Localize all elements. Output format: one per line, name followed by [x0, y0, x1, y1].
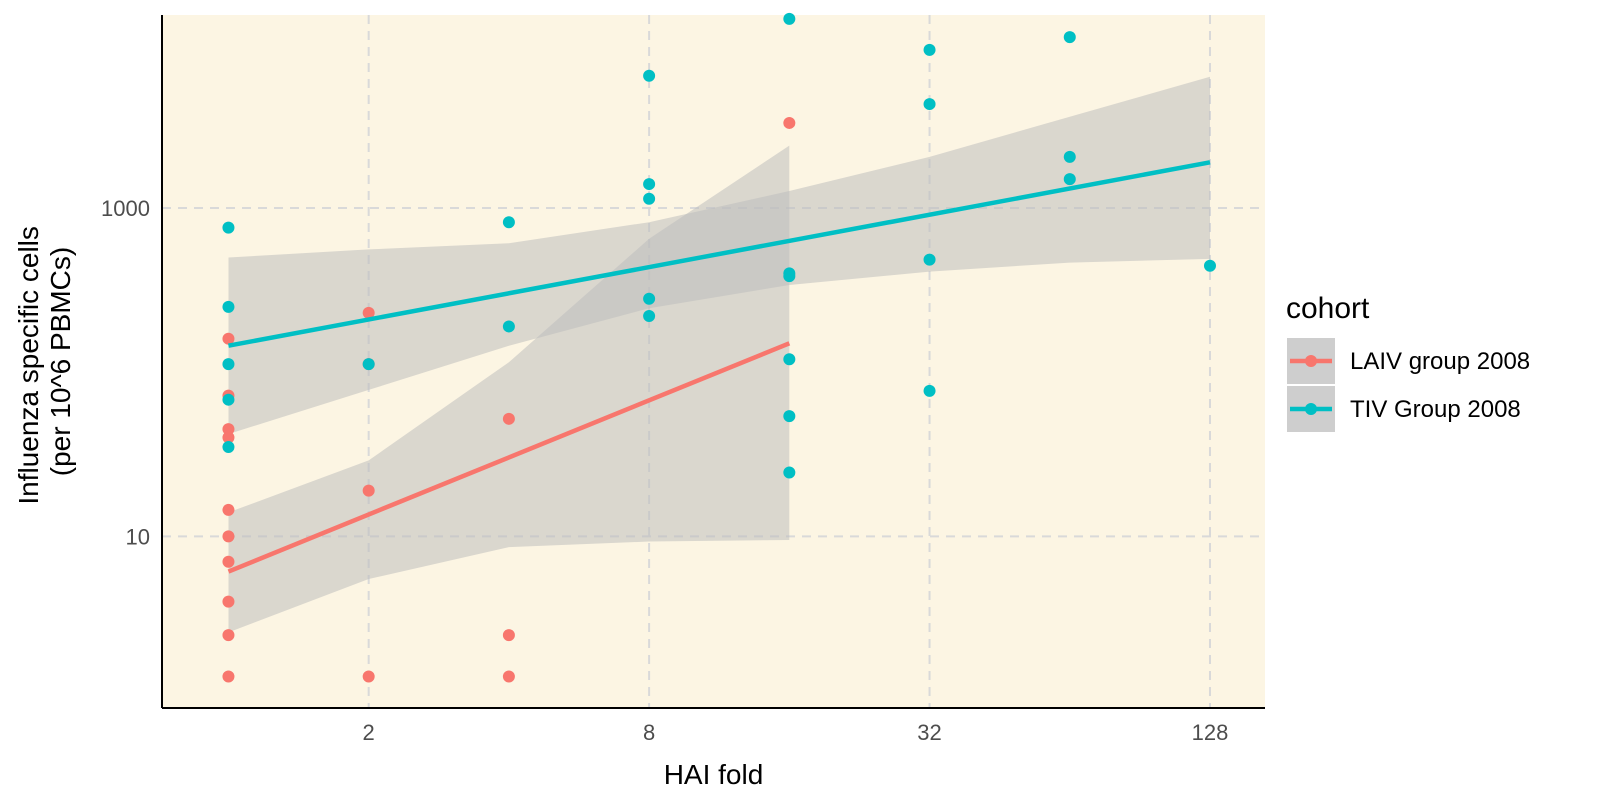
data-point-series-2 [783, 410, 796, 423]
data-points [222, 12, 1216, 683]
data-point-series-2 [362, 358, 375, 371]
data-point-series-2 [783, 12, 796, 25]
data-point-series-1 [502, 629, 515, 642]
legend-label: TIV Group 2008 [1350, 396, 1521, 423]
legend-items: LAIV group 2008 TIV Group 2008 [1287, 338, 1530, 432]
y-axis-ticks: 10 1000 [101, 196, 150, 549]
data-point-series-1 [222, 431, 235, 444]
legend-key-point [1305, 403, 1317, 415]
x-tick-label: 8 [643, 720, 655, 745]
data-point-series-2 [643, 69, 656, 82]
data-point-series-1 [222, 332, 235, 345]
data-point-series-2 [923, 384, 936, 397]
fit-line-series-2 [228, 160, 1211, 348]
data-point-series-2 [222, 441, 235, 454]
y-axis-title-line1: Influenza specific cells [13, 226, 44, 505]
legend-item-2: TIV Group 2008 [1287, 386, 1521, 432]
data-point-series-2 [923, 43, 936, 56]
data-point-series-2 [643, 292, 656, 305]
x-tick-label: 2 [363, 720, 375, 745]
y-tick-label: 10 [126, 524, 150, 549]
data-point-series-2 [502, 216, 515, 229]
data-point-series-2 [222, 300, 235, 313]
data-point-series-1 [362, 670, 375, 683]
data-point-series-2 [1063, 150, 1076, 163]
data-point-series-1 [222, 530, 235, 543]
data-point-series-2 [1063, 173, 1076, 186]
data-point-series-2 [643, 178, 656, 191]
data-point-series-2 [783, 466, 796, 479]
data-point-series-2 [783, 353, 796, 366]
data-point-series-2 [923, 253, 936, 266]
data-point-series-2 [1063, 31, 1076, 44]
data-point-series-1 [502, 670, 515, 683]
data-point-series-1 [783, 116, 796, 129]
x-axis-ticks: 2 8 32 128 [363, 720, 1229, 745]
data-point-series-1 [502, 412, 515, 425]
data-point-series-1 [222, 595, 235, 608]
x-axis-title: HAI fold [664, 759, 764, 790]
data-point-series-2 [222, 393, 235, 406]
legend-title: cohort [1286, 292, 1370, 325]
data-point-series-2 [222, 221, 235, 234]
data-point-series-2 [643, 309, 656, 322]
data-point-series-1 [222, 670, 235, 683]
data-point-series-1 [362, 306, 375, 319]
data-point-series-1 [222, 423, 235, 436]
data-point-series-2 [502, 320, 515, 333]
y-tick-label: 1000 [101, 196, 150, 221]
fit-line-series-1 [227, 341, 791, 574]
data-point-series-2 [1203, 259, 1216, 272]
legend-label: LAIV group 2008 [1350, 348, 1530, 375]
x-tick-label: 32 [917, 720, 941, 745]
legend: cohort LAIV group 2008 TIV Group 2008 [1286, 292, 1530, 432]
x-tick-label: 128 [1192, 720, 1229, 745]
legend-key-point [1305, 355, 1317, 367]
y-axis-title: Influenza specific cells (per 10^6 PBMCs… [13, 218, 76, 504]
legend-item-1: LAIV group 2008 [1287, 338, 1530, 384]
data-point-series-2 [222, 358, 235, 371]
y-axis-title-line2: (per 10^6 PBMCs) [45, 247, 76, 476]
data-point-series-1 [362, 484, 375, 497]
data-point-series-1 [222, 503, 235, 516]
fit-lines [227, 160, 1211, 574]
data-point-series-1 [222, 629, 235, 642]
data-point-series-2 [643, 192, 656, 205]
data-point-series-2 [923, 98, 936, 111]
data-point-series-2 [783, 270, 796, 283]
data-point-series-1 [222, 555, 235, 568]
